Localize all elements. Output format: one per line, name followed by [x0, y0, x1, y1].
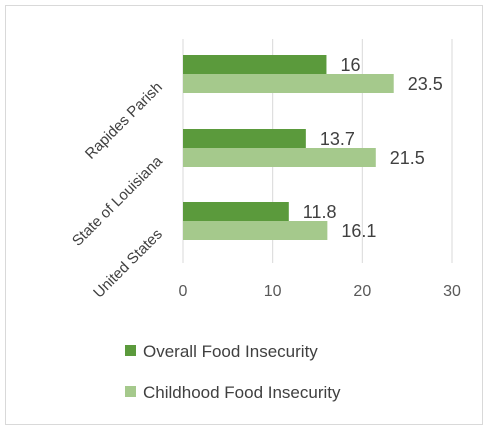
bar-childhood — [183, 221, 328, 240]
bar-overall — [183, 129, 306, 148]
x-tick-label: 10 — [264, 283, 282, 300]
x-tick-label: 20 — [353, 283, 371, 300]
data-label: 11.8 — [303, 202, 337, 222]
chart-frame: 0 10 20 30 16 23.5 Rapides Parish 13.7 21.5 State… — [5, 5, 483, 425]
legend-label: Overall Food Insecurity — [143, 342, 318, 361]
bar-overall — [183, 202, 289, 221]
category-label: Rapides Parish — [82, 79, 166, 163]
data-label: 23.5 — [408, 74, 443, 94]
bar-childhood — [183, 74, 394, 93]
legend-label: Childhood Food Insecurity — [143, 383, 341, 402]
bar-childhood — [183, 148, 376, 167]
x-tick-label: 0 — [179, 283, 188, 300]
legend-swatch — [125, 386, 136, 397]
data-label: 16.1 — [341, 221, 376, 241]
legend-swatch — [125, 345, 136, 356]
x-tick-label: 30 — [443, 283, 461, 300]
data-label: 13.7 — [320, 129, 355, 149]
data-label: 21.5 — [390, 148, 425, 168]
bar-overall — [183, 55, 327, 74]
category-label: United States — [90, 226, 166, 302]
data-label: 16 — [340, 55, 360, 75]
